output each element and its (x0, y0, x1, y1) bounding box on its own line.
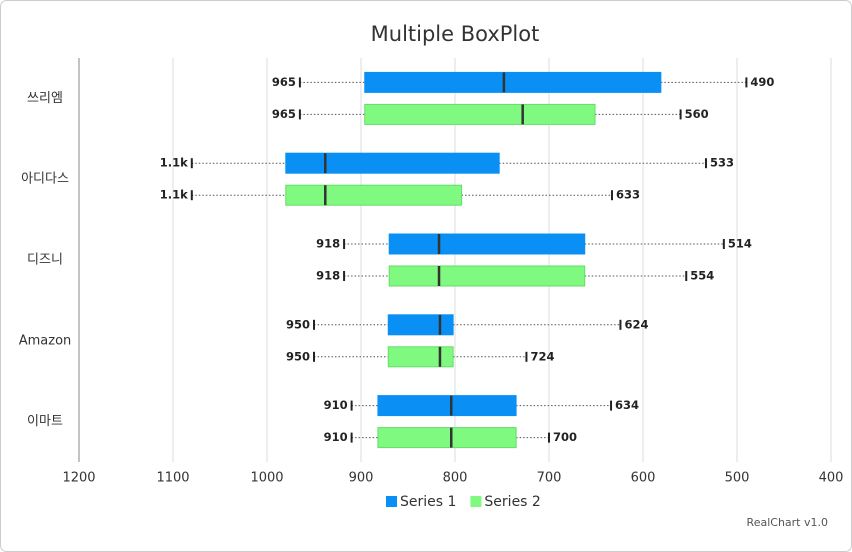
y-tick-label: 이마트 (27, 414, 63, 429)
x-tick-label: 700 (537, 471, 562, 486)
value-label: 950 (286, 317, 310, 331)
box-group: 965 560 (272, 103, 709, 125)
x-tick-label: 600 (631, 471, 656, 486)
value-label: 514 (728, 237, 752, 251)
box-group: 910 700 (324, 427, 577, 449)
box-group: 910 634 (324, 395, 639, 417)
value-label: 554 (690, 269, 714, 283)
box (377, 427, 517, 449)
y-tick-label: 디즈니 (27, 253, 63, 268)
box-group: 950 724 (286, 346, 554, 368)
legend-label: Series 2 (484, 494, 540, 510)
value-label: 700 (553, 430, 577, 444)
credit: RealChart v1.0 (747, 516, 828, 529)
chart-title: Multiple BoxPlot (371, 22, 540, 46)
value-label: 910 (324, 398, 348, 412)
value-label: 633 (616, 188, 640, 202)
x-tick-label: 1000 (250, 471, 283, 486)
value-label: 950 (286, 349, 310, 363)
box (387, 346, 454, 368)
legend-swatch (386, 496, 397, 507)
value-label: 965 (272, 107, 296, 121)
y-tick-label: 아디다스 (21, 172, 69, 187)
value-label: 910 (324, 430, 348, 444)
box (364, 103, 596, 125)
x-tick-label: 400 (819, 471, 844, 486)
box-group: 1.1k 533 (160, 152, 734, 174)
value-label: 634 (615, 398, 639, 412)
x-tick-label: 1200 (62, 471, 95, 486)
value-label: 560 (685, 107, 709, 121)
box (364, 71, 662, 93)
value-label: 1.1k (160, 188, 188, 202)
box-group: 918 514 (316, 233, 752, 255)
box (388, 265, 586, 287)
box (377, 395, 517, 417)
box-group: 950 624 (286, 314, 648, 336)
value-label: 1.1k (160, 156, 188, 170)
value-label: 965 (272, 75, 296, 89)
x-tick-label: 900 (349, 471, 374, 486)
y-tick-label: 쓰리엠 (27, 91, 63, 106)
value-label: 533 (710, 156, 734, 170)
value-label: 918 (316, 269, 340, 283)
box (285, 152, 500, 174)
value-label: 724 (530, 349, 554, 363)
x-tick-label: 500 (725, 471, 750, 486)
x-tick-label: 1100 (156, 471, 189, 486)
value-label: 918 (316, 237, 340, 251)
box-group: 918 554 (316, 265, 714, 287)
legend-swatch (470, 496, 482, 507)
box-group: 965 490 (272, 71, 774, 93)
y-tick-label: Amazon (19, 333, 72, 348)
box (285, 184, 463, 206)
x-tick-label: 800 (443, 471, 468, 486)
box (387, 314, 454, 336)
legend-label: Series 1 (400, 494, 456, 510)
value-label: 624 (624, 317, 648, 331)
box-group: 1.1k 633 (160, 184, 640, 206)
value-label: 490 (750, 75, 774, 89)
box (388, 233, 586, 255)
